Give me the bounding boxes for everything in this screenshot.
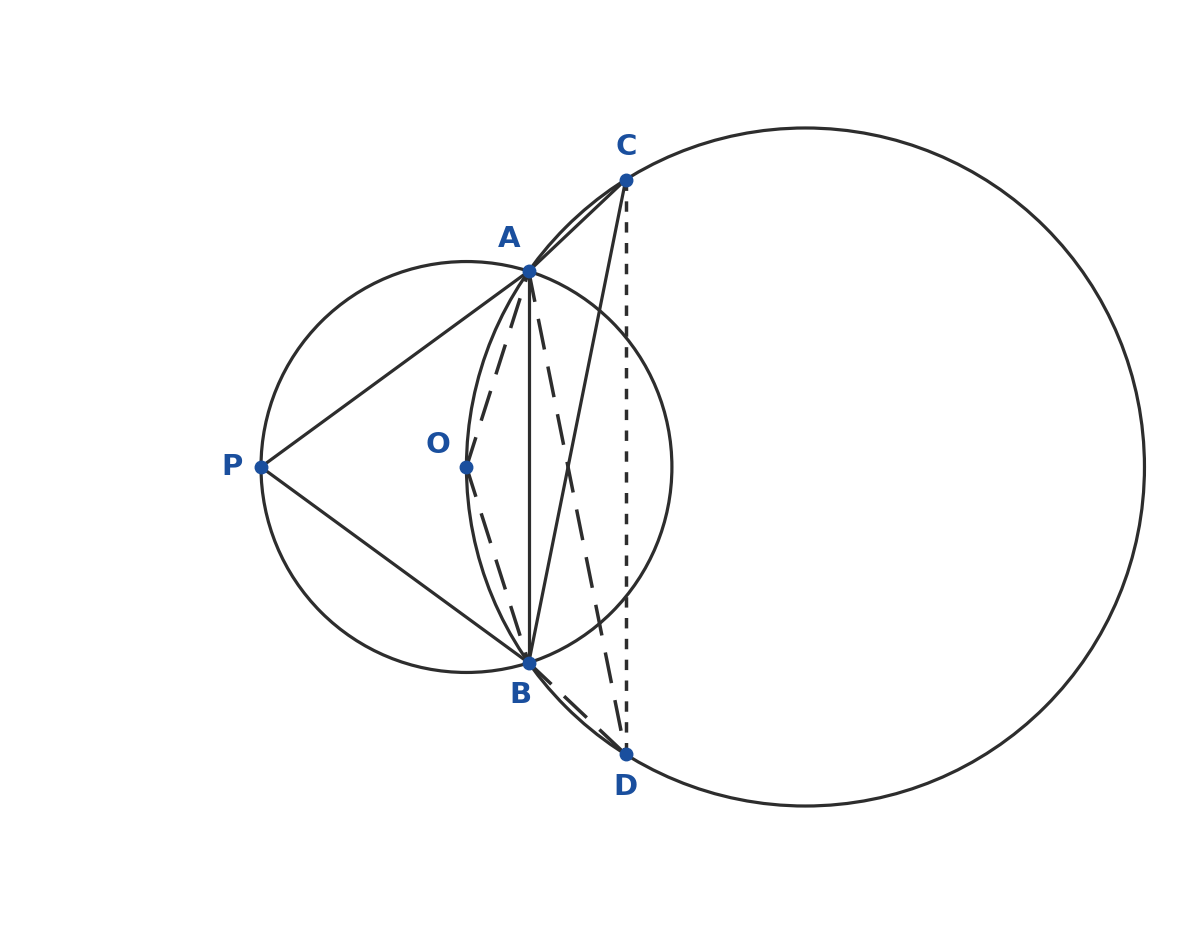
Text: P: P bbox=[221, 453, 242, 481]
Text: C: C bbox=[616, 133, 636, 161]
Text: B: B bbox=[510, 681, 532, 709]
Text: D: D bbox=[613, 773, 638, 801]
Text: O: O bbox=[425, 431, 450, 459]
Text: A: A bbox=[498, 225, 521, 253]
